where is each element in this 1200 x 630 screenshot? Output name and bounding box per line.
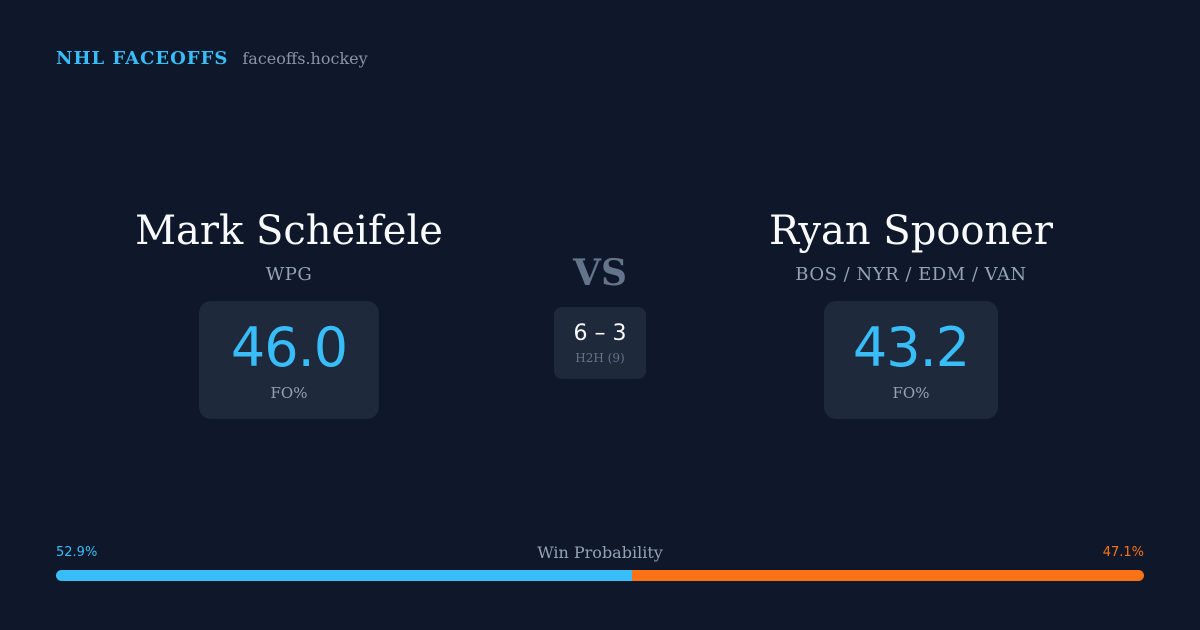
brand-domain: faceoffs.hockey xyxy=(242,49,368,68)
head-to-head-card: 6 – 3 H2H (9) xyxy=(554,307,646,379)
faceoff-percentage: 46.0 xyxy=(230,316,348,379)
faceoff-percentage: 43.2 xyxy=(852,316,970,379)
faceoff-stat-card: 43.2 FO% xyxy=(824,301,998,419)
brand-title: NHL FACEOFFS xyxy=(56,48,229,69)
win-probability-bar-left xyxy=(56,570,632,581)
brand: NHL FACEOFFS faceoffs.hockey xyxy=(56,48,368,69)
player-right: Ryan Spooner BOS / NYR / EDM / VAN 43.2 … xyxy=(681,206,1141,419)
head-to-head-label: H2H (9) xyxy=(575,351,625,365)
faceoff-percentage-label: FO% xyxy=(892,384,930,402)
win-probability-bar-right xyxy=(631,570,1144,581)
vs-label: VS xyxy=(573,252,627,294)
faceoff-stat-card: 46.0 FO% xyxy=(199,301,379,419)
win-probability-right: 47.1% xyxy=(1102,545,1144,560)
faceoff-percentage-label: FO% xyxy=(270,384,308,402)
win-probability-left: 52.9% xyxy=(56,545,98,560)
win-probability-header: 52.9% Win Probability 47.1% xyxy=(56,543,1144,563)
head-to-head-score: 6 – 3 xyxy=(573,321,627,346)
win-probability-title: Win Probability xyxy=(537,543,663,562)
player-name: Ryan Spooner xyxy=(768,208,1054,254)
player-team: WPG xyxy=(265,264,313,285)
player-left: Mark Scheifele WPG 46.0 FO% xyxy=(59,206,519,419)
win-probability-bar xyxy=(56,570,1144,581)
player-name: Mark Scheifele xyxy=(135,208,443,254)
player-team: BOS / NYR / EDM / VAN xyxy=(795,264,1027,285)
